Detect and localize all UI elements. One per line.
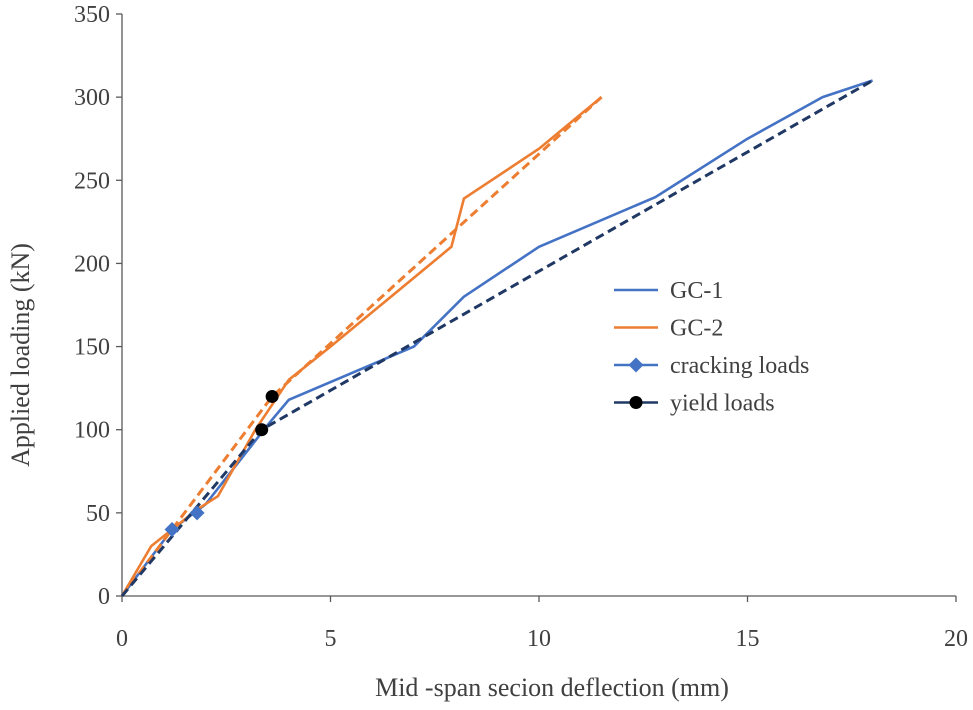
yield-load-marker [255, 423, 269, 437]
legend-label-gc-1: GC-1 [670, 278, 723, 304]
x-tick-label: 10 [527, 626, 551, 652]
series-gc-2 [120, 96, 603, 597]
axes: 0 50 100 150 200 250 300 350 0 5 10 15 20 [74, 2, 968, 652]
x-tick-label: 20 [944, 626, 968, 652]
series-dashed-fit-3 [120, 79, 874, 597]
series-dashed-fit-2 [120, 95, 603, 597]
y-tick-label: 150 [74, 335, 110, 361]
y-tick-label: 350 [74, 2, 110, 28]
series-layer [120, 79, 874, 597]
x-tick-label: 15 [736, 626, 760, 652]
yield-load-marker [265, 389, 279, 403]
y-tick-label: 100 [74, 418, 110, 444]
y-tick-label: 250 [74, 168, 110, 194]
legend-circle-icon [629, 396, 643, 409]
y-axis-title: Applied loading (kN) [6, 243, 35, 467]
y-tick-label: 50 [86, 501, 110, 527]
legend-label-yield-loads: yield loads [670, 391, 775, 417]
legend: GC-1 GC-2 cracking loads yield loads [614, 278, 809, 417]
y-tick-label: 0 [98, 584, 110, 610]
legend-diamond-icon [628, 357, 644, 373]
legend-label-gc-2: GC-2 [670, 316, 723, 342]
x-axis-title: Mid -span secion deflection (mm) [375, 673, 729, 702]
series-gc-1 [120, 79, 874, 597]
y-tick-label: 300 [74, 85, 110, 111]
x-tick-label: 5 [325, 626, 337, 652]
marker-layer [164, 389, 279, 537]
cracking-load-marker [189, 505, 205, 521]
cracking-load-marker [164, 521, 180, 537]
legend-label-cracking-loads: cracking loads [670, 353, 809, 379]
y-tick-label: 200 [74, 251, 110, 277]
x-tick-label: 0 [116, 626, 128, 652]
